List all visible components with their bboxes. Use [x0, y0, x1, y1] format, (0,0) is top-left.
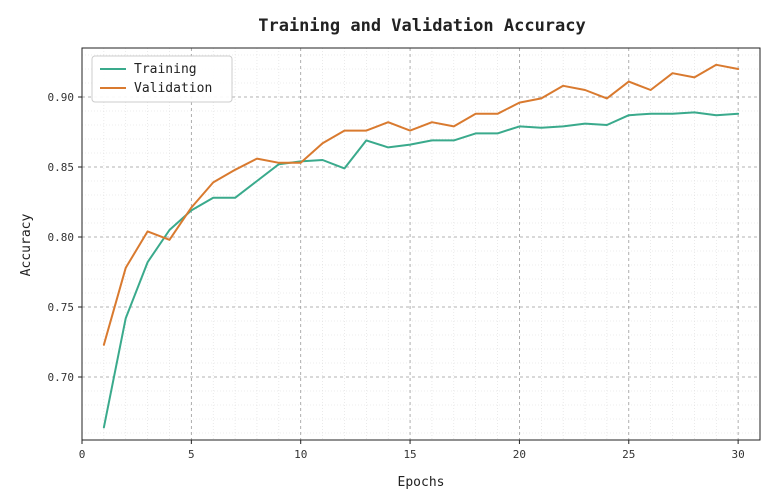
minor-grid — [82, 48, 761, 440]
y-tick-label: 0.80 — [48, 231, 75, 244]
series-line-training — [102, 111, 740, 429]
x-tick-label: 25 — [622, 448, 635, 461]
chart-title: Training and Validation Accuracy — [258, 16, 586, 36]
x-tick-label: 20 — [513, 448, 526, 461]
plot-frame — [81, 47, 761, 441]
y-tick-label: 0.90 — [48, 91, 75, 104]
y-tick-label: 0.70 — [48, 371, 75, 384]
x-axis-label: Epochs — [398, 475, 445, 490]
major-grid — [81, 48, 760, 440]
x-tick-label: 0 — [79, 448, 86, 461]
series-line-validation — [102, 63, 740, 346]
x-tick-label: 15 — [403, 448, 416, 461]
y-axis-label: Accuracy — [19, 214, 34, 277]
y-tick-label: 0.85 — [48, 161, 75, 174]
x-tick-label: 10 — [294, 448, 307, 461]
x-tick-label: 5 — [188, 448, 195, 461]
y-tick-label: 0.75 — [48, 301, 75, 314]
axis-ticks: 0 5 10 15 20 25 30 0.70 0.75 0.80 0.85 0.90 — [48, 91, 745, 461]
legend: Training Validation — [91, 55, 233, 103]
legend-label: Validation — [134, 81, 212, 96]
legend-label: Training — [134, 62, 197, 77]
series-layer — [102, 63, 740, 429]
x-tick-label: 30 — [732, 448, 745, 461]
legend-box — [91, 55, 233, 103]
